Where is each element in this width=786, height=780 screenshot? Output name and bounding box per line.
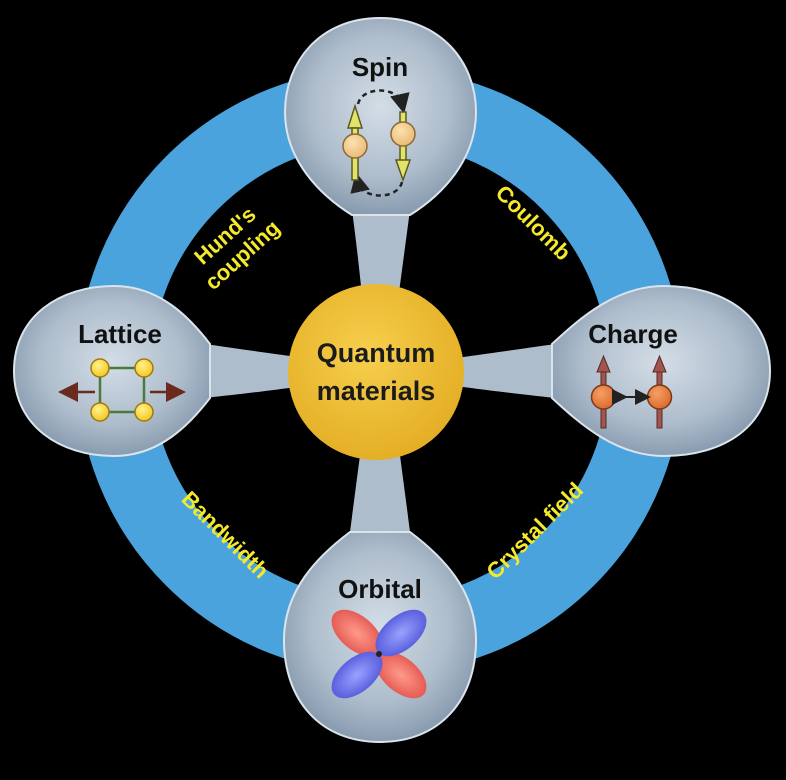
center-circle [288,284,464,460]
spin-bubble [283,16,478,216]
center-label-line1: Quantum [317,338,436,368]
spin-icon [342,89,416,197]
node-label-charge: Charge [588,319,678,349]
node-label-spin: Spin [352,52,408,82]
node-label-orbital: Orbital [338,574,422,604]
center-label-line2: materials [317,376,436,406]
lattice-icon [58,358,186,422]
charge-icon [590,354,673,429]
lattice-bubble [12,284,211,458]
node-label-lattice: Lattice [78,319,162,349]
orbital-icon [331,609,427,699]
